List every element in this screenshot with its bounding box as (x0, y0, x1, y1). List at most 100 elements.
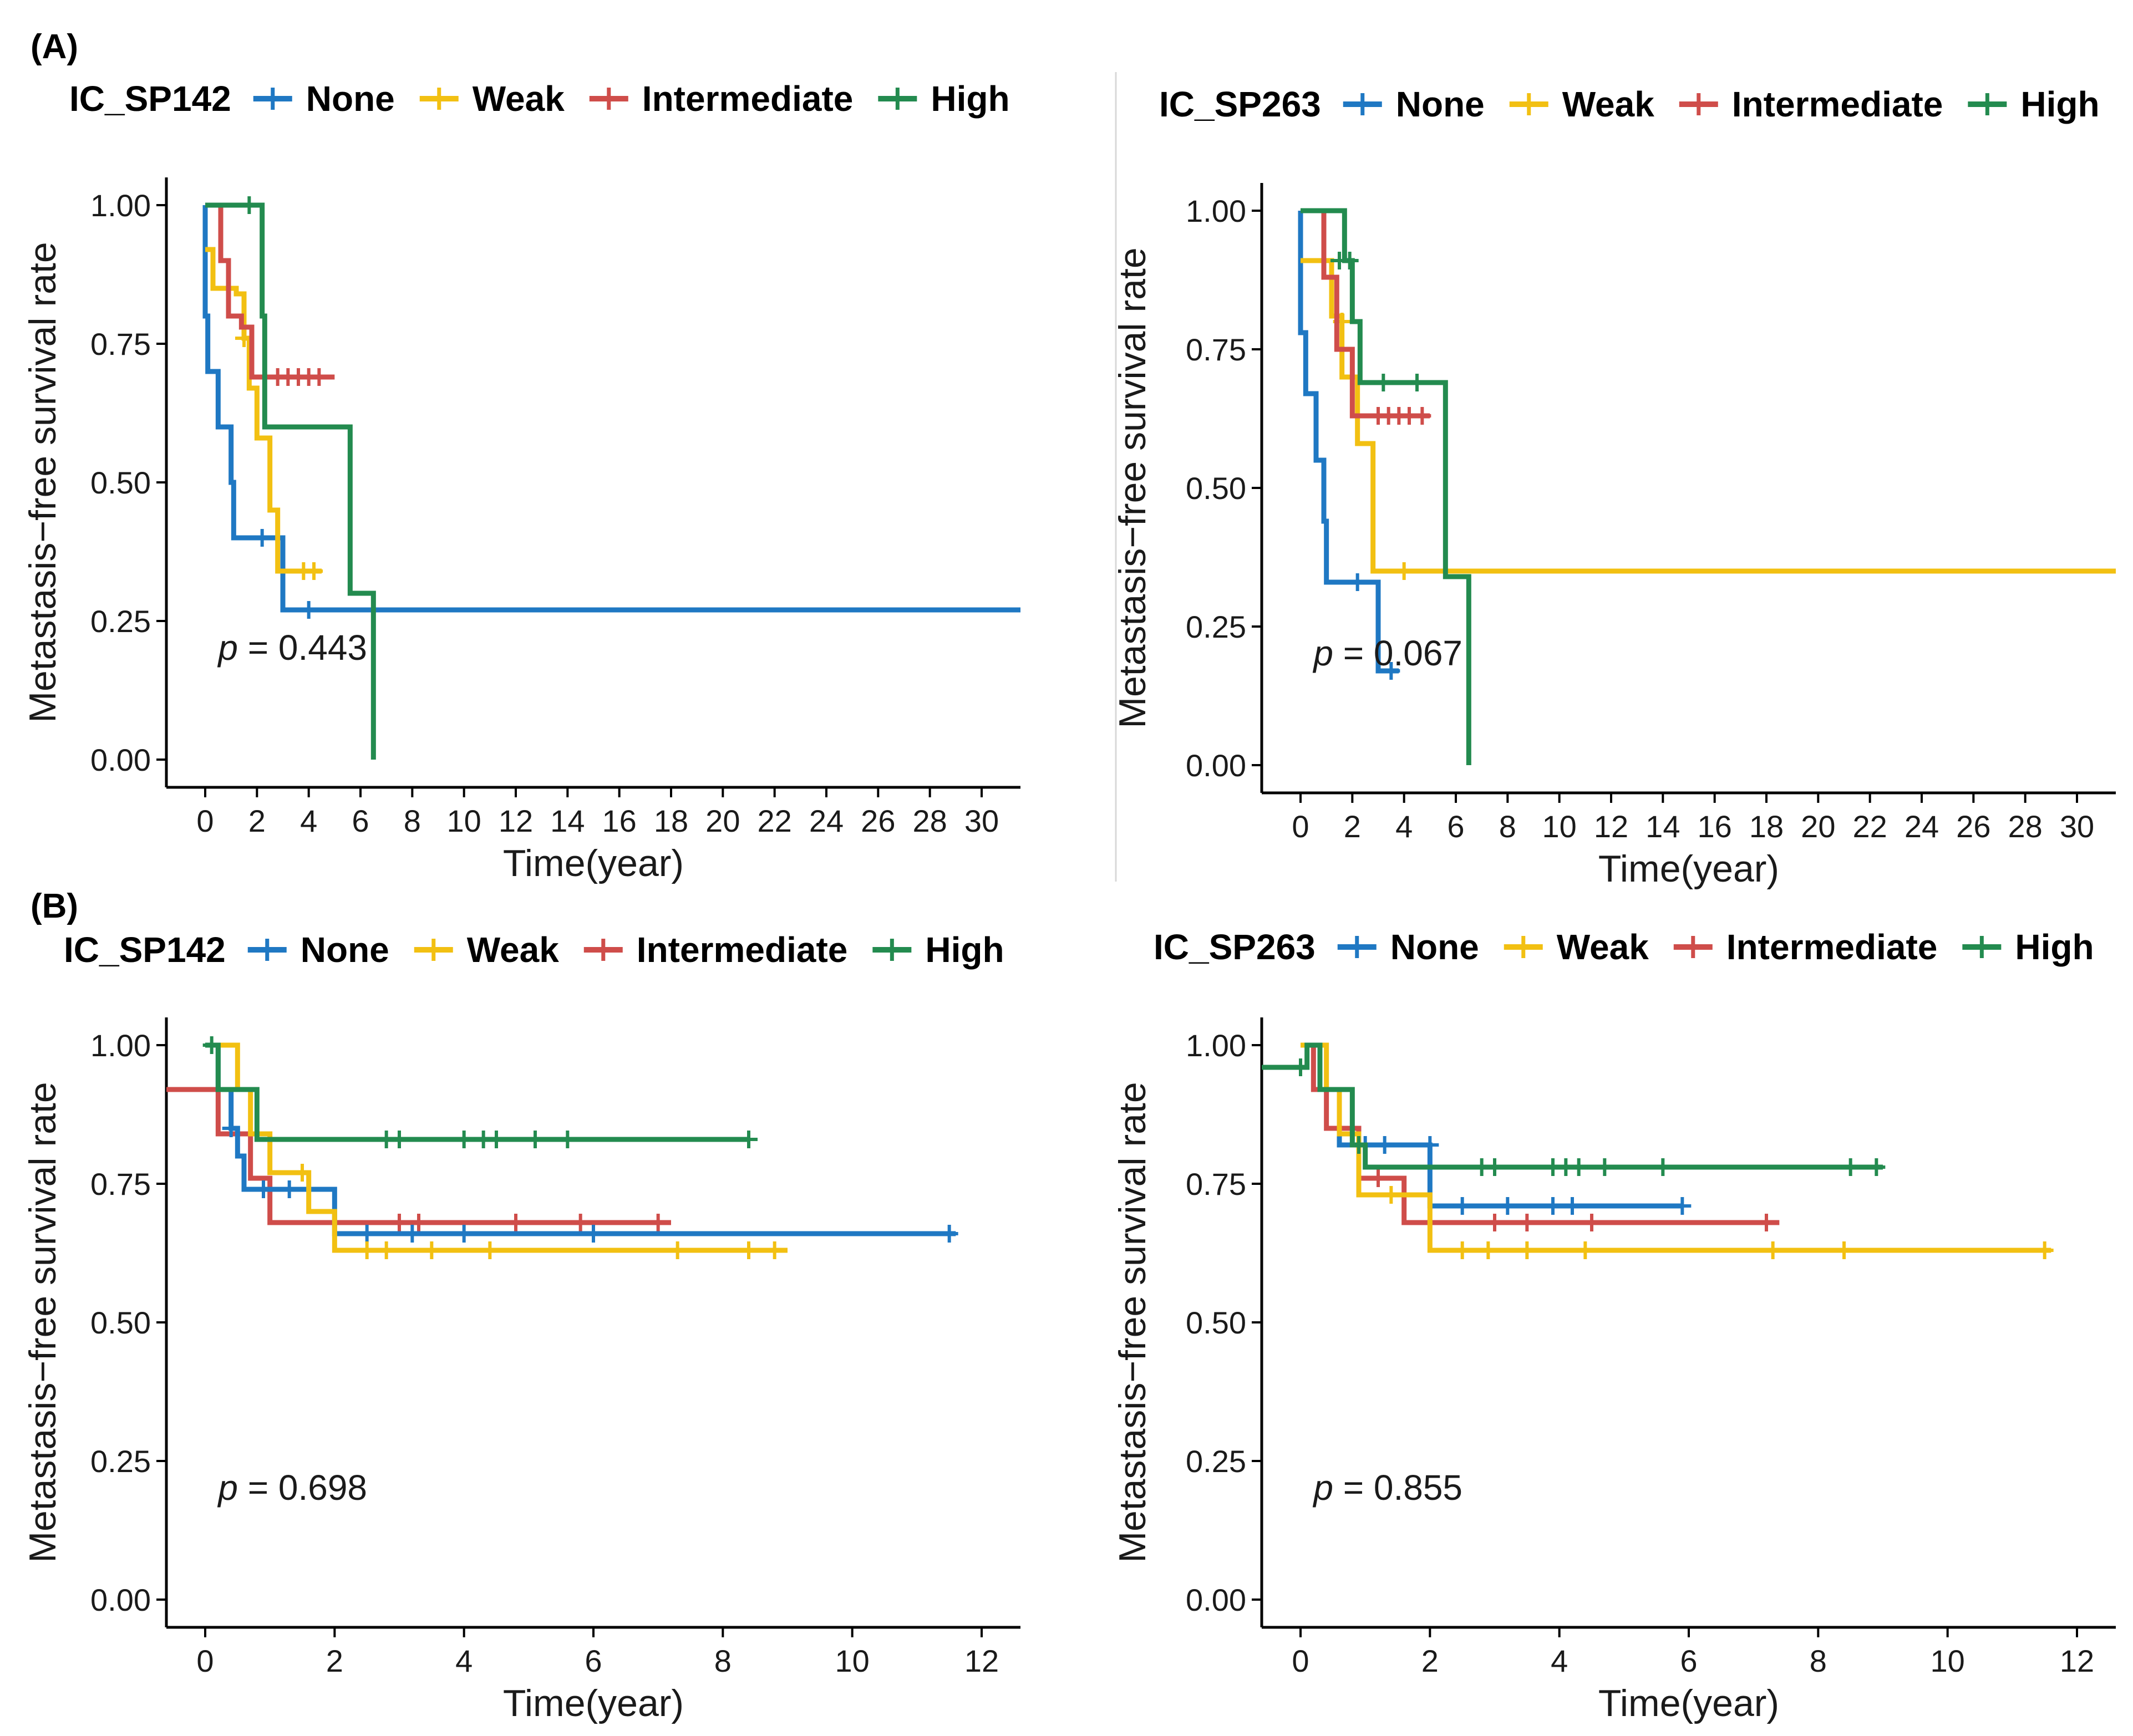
legend-label-intermediate: Intermediate (1732, 84, 1943, 124)
x-tick-label: 28 (913, 803, 947, 838)
x-tick-label: 0 (1292, 809, 1309, 844)
figure: (A) (B) IC_SP142 None Weak Intermediate High… (0, 0, 2133, 1736)
y-tick-label: 0.00 (1186, 748, 1246, 783)
p-value: = 0.067 (1333, 633, 1462, 673)
x-axis-title: Time(year) (1598, 848, 1779, 890)
y-tick-label: 0.25 (1186, 1444, 1246, 1479)
x-tick-label: 0 (1292, 1643, 1309, 1678)
x-tick-label: 6 (1447, 809, 1464, 844)
legend-label-intermediate: Intermediate (642, 79, 854, 119)
x-axis-title: Time(year) (503, 842, 684, 884)
series-group (166, 1036, 958, 1259)
chart-2: IC_SP263 None Weak Intermediate High 0.00 0.25… (1111, 84, 2116, 890)
y-axis-title: Metastasis−free survival rate (1111, 247, 1154, 728)
x-tick-label: 4 (455, 1643, 473, 1678)
x-tick-label: 10 (835, 1643, 870, 1678)
x-tick-label: 22 (758, 803, 792, 838)
x-tick-label: 2 (1421, 1643, 1439, 1678)
legend-label-weak: Weak (467, 930, 559, 970)
x-tick-label: 2 (248, 803, 266, 838)
survival-curve-intermediate (205, 205, 334, 377)
x-tick-label: 12 (499, 803, 533, 838)
series-group (1262, 1045, 2054, 1259)
y-tick-label: 1.00 (1186, 194, 1246, 228)
y-tick-label: 0.75 (90, 1167, 151, 1202)
y-tick-label: 0.75 (90, 327, 151, 362)
p-symbol: p (1312, 1468, 1333, 1508)
p-symbol: p (217, 1468, 238, 1508)
chart-3: IC_SP142 None Weak Intermediate High 0.00 0.25… (22, 930, 1020, 1724)
x-tick-label: 0 (196, 803, 214, 838)
x-tick-label: 10 (1931, 1643, 1965, 1678)
legend-label-none: None (301, 930, 389, 970)
y-tick-label: 0.50 (90, 465, 151, 500)
legend-title: IC_SP142 (64, 930, 226, 970)
legend-label-high: High (2015, 927, 2094, 967)
legend-label-none: None (306, 79, 395, 119)
y-tick-label: 0.00 (90, 742, 151, 777)
y-tick-label: 0.00 (90, 1582, 151, 1617)
x-tick-label: 24 (1905, 809, 1939, 844)
legend-label-none: None (1396, 84, 1485, 124)
survival-curve-none (205, 205, 1020, 610)
survival-curve-high (1262, 1045, 1883, 1167)
x-tick-label: 2 (326, 1643, 343, 1678)
x-tick-label: 26 (861, 803, 895, 838)
legend-label-intermediate: Intermediate (1726, 927, 1938, 967)
x-tick-label: 0 (196, 1643, 214, 1678)
x-tick-label: 10 (1542, 809, 1577, 844)
legend-label-intermediate: Intermediate (637, 930, 848, 970)
x-tick-label: 18 (654, 803, 688, 838)
figure-canvas: (A) (B) IC_SP142 None Weak Intermediate High… (0, 0, 2133, 1733)
survival-curve-none (1301, 211, 1399, 671)
legend-label-high: High (925, 930, 1004, 970)
legend-label-high: High (931, 79, 1009, 119)
x-tick-label: 10 (447, 803, 481, 838)
y-tick-label: 0.50 (1186, 471, 1246, 506)
legend-label-none: None (1390, 927, 1479, 967)
p-value: = 0.855 (1333, 1468, 1462, 1508)
x-tick-label: 14 (550, 803, 585, 838)
x-tick-label: 6 (585, 1643, 602, 1678)
series-group (205, 196, 1020, 760)
series-group (1301, 211, 2116, 765)
x-tick-label: 12 (2060, 1643, 2094, 1678)
x-tick-label: 30 (2060, 809, 2094, 844)
y-tick-label: 0.25 (1186, 609, 1246, 644)
p-value: = 0.698 (238, 1468, 367, 1508)
y-tick-label: 0.25 (90, 604, 151, 639)
legend: IC_SP263 None Weak Intermediate High (1159, 84, 2100, 124)
x-tick-label: 16 (602, 803, 637, 838)
x-tick-label: 30 (964, 803, 999, 838)
legend: IC_SP142 None Weak Intermediate High (64, 930, 1004, 970)
y-tick-label: 1.00 (90, 188, 151, 223)
p-value-text: p = 0.855 (1312, 1468, 1462, 1508)
survival-curve-high (205, 1045, 749, 1139)
x-tick-label: 26 (1956, 809, 1990, 844)
legend-label-high: High (2020, 84, 2099, 124)
x-tick-label: 4 (1551, 1643, 1568, 1678)
panel-label-a: (A) (31, 28, 78, 66)
y-axis-title: Metastasis−free survival rate (22, 242, 64, 722)
legend: IC_SP263 None Weak Intermediate High (1154, 927, 2094, 967)
p-value-text: p = 0.067 (1312, 633, 1462, 673)
x-axis-title: Time(year) (1598, 1682, 1779, 1724)
panel-label-b: (B) (31, 887, 78, 925)
legend-label-weak: Weak (1562, 84, 1654, 124)
x-tick-label: 16 (1698, 809, 1732, 844)
x-tick-label: 14 (1646, 809, 1680, 844)
x-tick-label: 8 (714, 1643, 732, 1678)
p-value-text: p = 0.698 (217, 1468, 367, 1508)
legend-title: IC_SP263 (1154, 927, 1316, 967)
p-value: = 0.443 (238, 628, 367, 668)
x-tick-label: 18 (1749, 809, 1784, 844)
y-tick-label: 0.25 (90, 1444, 151, 1479)
x-tick-label: 6 (352, 803, 369, 838)
charts: IC_SP142 None Weak Intermediate High 0.00 0.25… (22, 79, 2116, 1724)
y-tick-label: 0.00 (1186, 1582, 1246, 1617)
y-axis-title: Metastasis−free survival rate (22, 1082, 64, 1562)
x-tick-label: 8 (404, 803, 421, 838)
x-axis-title: Time(year) (503, 1682, 684, 1724)
x-tick-label: 22 (1853, 809, 1887, 844)
x-tick-label: 20 (705, 803, 740, 838)
